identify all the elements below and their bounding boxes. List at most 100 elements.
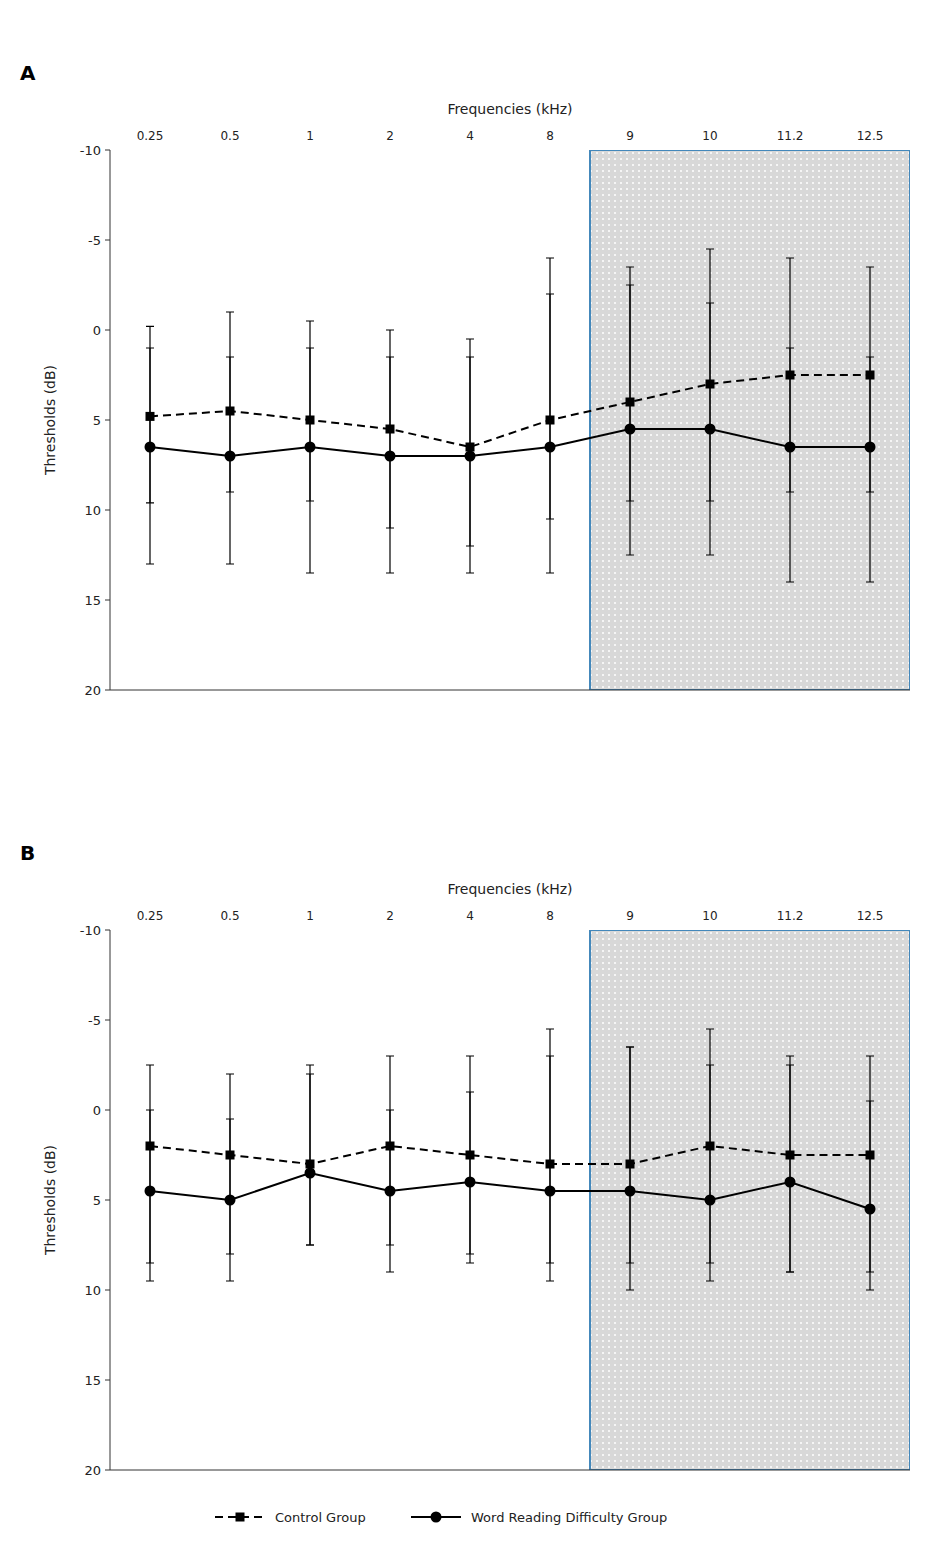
x-tick-label: 9 [626, 129, 634, 143]
x-axis-label: Frequencies (kHz) [447, 881, 572, 897]
y-tick [105, 1290, 110, 1291]
error-bar [786, 348, 794, 582]
y-tick [105, 330, 110, 331]
shade-region [590, 150, 910, 690]
y-tick-label: -5 [88, 233, 101, 248]
x-tick-label: 0.25 [137, 129, 164, 143]
error-bar [786, 1056, 794, 1272]
plot-area [145, 930, 911, 1470]
y-tick [105, 1380, 110, 1381]
x-axis-line [110, 690, 910, 691]
x-tick-label: 9 [626, 909, 634, 923]
y-tick-label: 5 [93, 413, 101, 428]
marker [545, 442, 556, 453]
y-tick [105, 240, 110, 241]
marker [225, 451, 236, 462]
y-tick-label: 5 [93, 1193, 101, 1208]
marker [625, 424, 636, 435]
error-bar [866, 1101, 874, 1290]
shade-stipple [590, 930, 910, 1470]
legend-label: Word Reading Difficulty Group [471, 1510, 667, 1525]
marker [785, 1177, 796, 1188]
marker [705, 424, 716, 435]
y-tick [105, 510, 110, 511]
error-bar [306, 1074, 314, 1245]
series-line [150, 375, 870, 447]
series [146, 249, 875, 546]
marker [865, 442, 876, 453]
x-tick-label: 8 [546, 129, 554, 143]
legend: Control GroupWord Reading Difficulty Gro… [215, 1510, 667, 1525]
x-tick-label: 10 [702, 909, 717, 923]
y-tick-label: -10 [80, 143, 101, 158]
series-line [150, 1173, 870, 1209]
x-tick-label: 11.2 [777, 129, 804, 143]
marker [145, 442, 156, 453]
panel: -10-5051015200.250.5124891011.212.5Frequ… [20, 61, 910, 698]
shade-region [590, 930, 910, 1470]
error-bar [386, 357, 394, 573]
series-line [150, 429, 870, 456]
y-axis-label: Thresholds (dB) [42, 365, 58, 476]
x-axis-line [110, 1470, 910, 1471]
marker [545, 1186, 556, 1197]
x-tick-label: 0.5 [220, 129, 239, 143]
y-tick-label: 15 [84, 1373, 101, 1388]
error-bar [306, 1065, 314, 1245]
chart: -10-5051015200.250.5124891011.212.5Frequ… [0, 0, 950, 1562]
y-tick [105, 420, 110, 421]
y-tick-label: 0 [93, 323, 101, 338]
y-tick [105, 150, 110, 151]
series [145, 1047, 876, 1290]
x-tick-label: 8 [546, 909, 554, 923]
y-tick [105, 1020, 110, 1021]
marker [465, 1177, 476, 1188]
error-bar [306, 348, 314, 573]
marker [705, 1195, 716, 1206]
shade-border [590, 150, 910, 690]
series [146, 1029, 875, 1272]
shade-stipple [590, 150, 910, 690]
marker [385, 1186, 396, 1197]
legend-marker [431, 1512, 442, 1523]
legend-marker [236, 1513, 245, 1522]
y-axis-label: Thresholds (dB) [42, 1145, 58, 1256]
x-tick-label: 0.25 [137, 909, 164, 923]
marker [465, 451, 476, 462]
x-tick-label: 4 [466, 909, 474, 923]
y-tick [105, 1200, 110, 1201]
series [145, 258, 876, 582]
x-tick-label: 10 [702, 129, 717, 143]
marker [225, 1195, 236, 1206]
error-bar [146, 348, 154, 564]
error-bar [786, 1065, 794, 1272]
y-tick-label: 10 [84, 1283, 101, 1298]
y-tick [105, 930, 110, 931]
x-tick-label: 11.2 [777, 909, 804, 923]
y-tick-label: 0 [93, 1103, 101, 1118]
x-tick-label: 12.5 [857, 909, 884, 923]
y-tick-label: 20 [84, 1463, 101, 1478]
y-tick-label: 20 [84, 683, 101, 698]
x-tick-label: 0.5 [220, 909, 239, 923]
marker [385, 451, 396, 462]
marker [305, 442, 316, 453]
panel-label: B [20, 841, 35, 865]
marker [785, 442, 796, 453]
y-tick-label: 10 [84, 503, 101, 518]
marker [145, 1186, 156, 1197]
x-axis-label: Frequencies (kHz) [447, 101, 572, 117]
x-tick-label: 4 [466, 129, 474, 143]
marker [625, 1186, 636, 1197]
x-tick-label: 1 [306, 129, 314, 143]
panel: -10-5051015200.250.5124891011.212.5Frequ… [20, 841, 910, 1478]
error-bar [466, 357, 474, 573]
error-bar [866, 357, 874, 582]
y-tick-label: 15 [84, 593, 101, 608]
x-tick-label: 12.5 [857, 129, 884, 143]
marker [305, 1168, 316, 1179]
plot-area [145, 150, 911, 690]
y-tick [105, 600, 110, 601]
x-tick-label: 2 [386, 909, 394, 923]
x-tick-label: 1 [306, 909, 314, 923]
